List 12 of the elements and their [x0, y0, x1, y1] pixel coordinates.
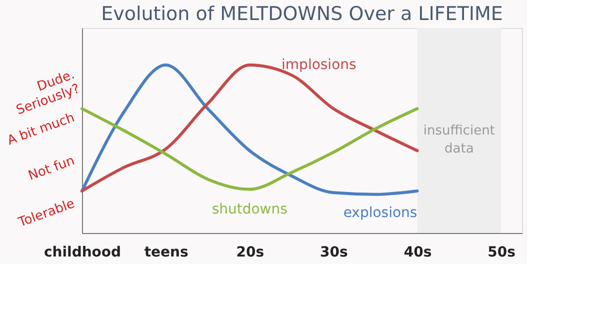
x-tick-label: childhood: [44, 244, 122, 260]
series-label: explosions: [343, 204, 418, 221]
x-tick-label: 30s: [320, 244, 348, 260]
text: Not fun: [26, 153, 77, 184]
chart-title: Evolution of MELTDOWNS Over a LIFETIME: [101, 3, 503, 25]
x-tick-label: teens: [144, 244, 188, 260]
series-label: shutdowns: [212, 201, 288, 218]
x-tick-label: 20s: [236, 244, 264, 260]
x-tick-label: 50s: [488, 244, 516, 260]
series-label: implosions: [282, 57, 356, 74]
x-tick-label: 40s: [404, 244, 432, 260]
band-label: insufficient data: [423, 124, 495, 156]
